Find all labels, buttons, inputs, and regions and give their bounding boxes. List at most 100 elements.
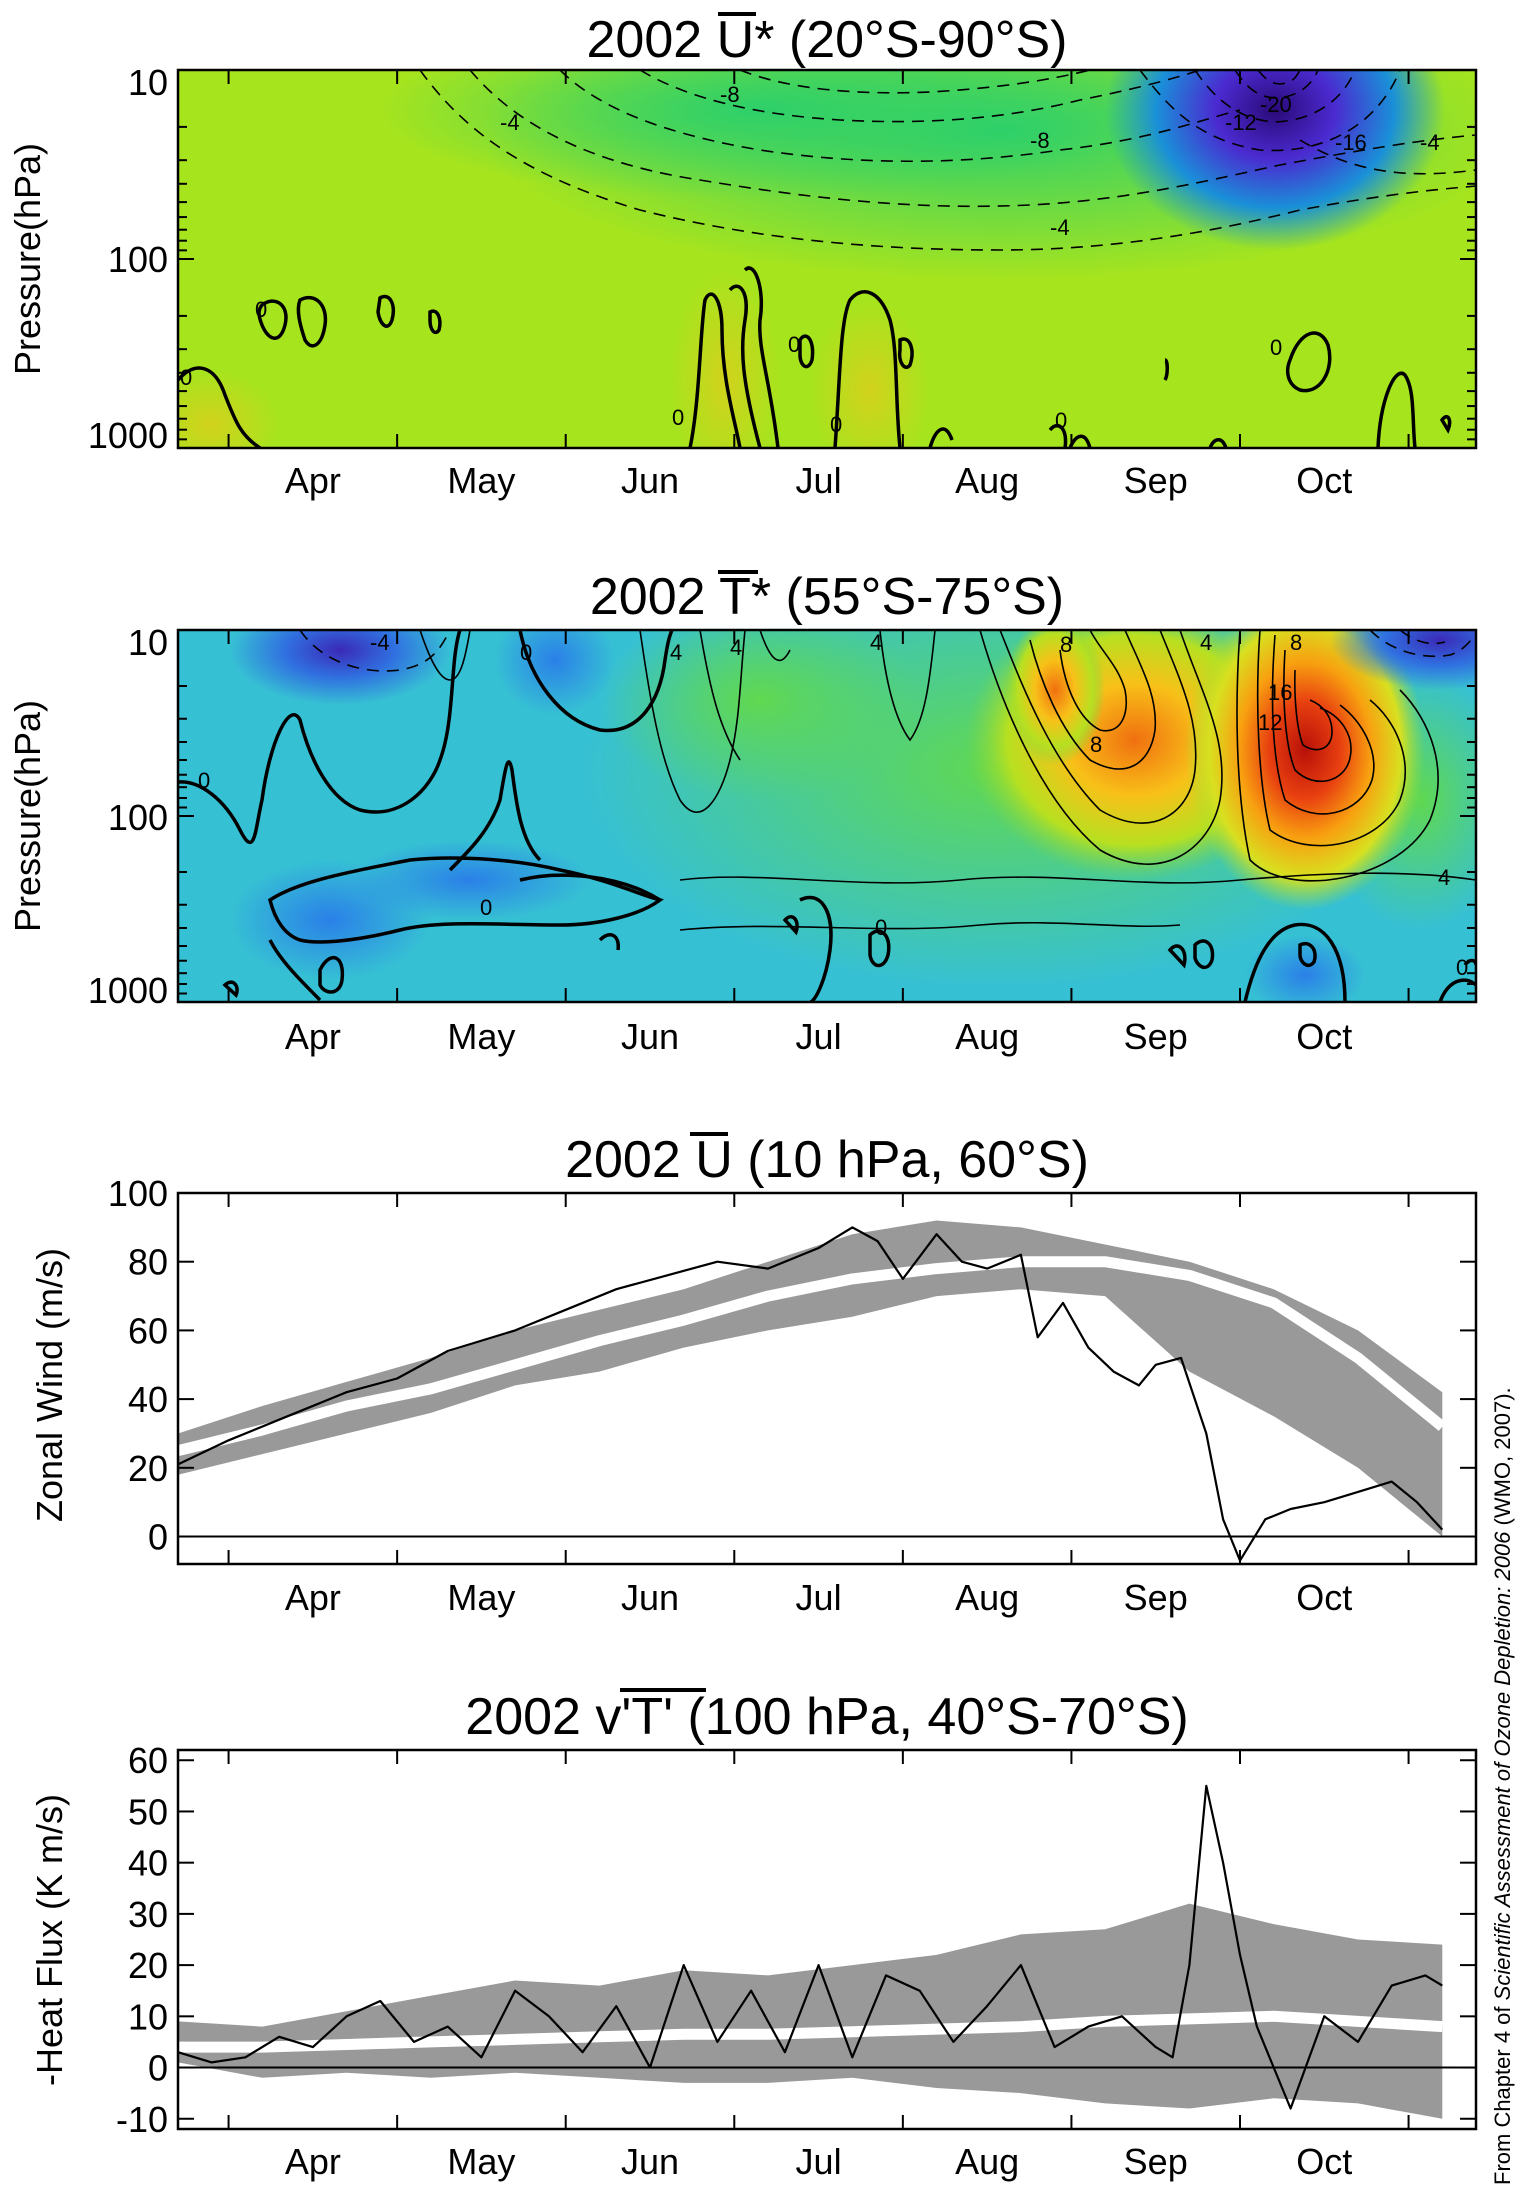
y-tick-label: 1000 [88,970,168,1011]
x-tick-label: May [447,1016,515,1057]
panel-a-title: 2002 U* (20°S-90°S) [587,11,1068,69]
y-tick-label: 10 [128,622,168,663]
contour-label: 0 [788,332,800,357]
panel-a-contour-labels: -4 -8 -4 -8 -4 -12 -20 -16 0 0 0 0 0 0 0 [180,82,1440,437]
x-tick-label: Apr [285,1016,341,1057]
x-tick-label: May [447,460,515,501]
contour-label: 4 [1438,865,1450,890]
x-tick-label: Jul [796,1577,842,1618]
panel-a-negative-contours [419,70,1476,251]
contour-label: -4 [1420,130,1440,155]
x-tick-label: Jun [621,1577,679,1618]
climatology-line [178,1256,1446,1456]
panel-c-x-axis: Apr May Jun Jul Aug Sep Oct [227,1193,1410,1618]
x-tick-label: Jul [796,1016,842,1057]
y-tick-label: 40 [128,1379,168,1420]
y-tick-label: 0 [148,2048,168,2089]
panel-b-cold-core [350,840,590,920]
x-tick-label: Oct [1296,2141,1352,2182]
panel-c-y-axis: Zonal Wind (m/s) 0 20 40 60 80 100 [29,1173,1476,1558]
x-tick-label: Aug [955,2141,1019,2182]
contour-label: -4 [500,110,520,135]
x-tick-label: Jul [796,460,842,501]
x-tick-label: Jun [621,460,679,501]
contour-label: 4 [870,630,882,655]
y-tick-label: 0 [148,1517,168,1558]
contour-label: 12 [1258,710,1282,735]
contour-label: -16 [1335,130,1367,155]
panel-c-frame [176,1191,1478,1566]
panel-d-y-axis: -Heat Flux (K m/s) -10 0 10 20 30 40 50 60 [29,1740,1476,2140]
x-tick-label: Oct [1296,460,1352,501]
panel-b-zero-contours [178,630,1476,1002]
panel-a-high-region [810,300,930,448]
contour-label: -4 [370,630,390,655]
y-tick-label: 100 [108,797,168,838]
panel-b-x-axis: Apr May Jun Jul Aug Sep Oct [227,630,1410,1057]
x-tick-label: May [447,1577,515,1618]
series-line [178,1784,1443,2110]
climatology-line [178,2010,1443,2053]
contour-label: 8 [1090,732,1102,757]
x-tick-label: Jun [621,1016,679,1057]
panel-b-positive-contours [419,630,1476,931]
x-tick-label: Apr [285,2141,341,2182]
x-tick-label: Oct [1296,1577,1352,1618]
y-axis-label: Pressure(hPa) [7,143,48,375]
contour-label: 0 [480,895,492,920]
panel-a-green-region [380,70,1140,200]
panel-a-low-core [1105,70,1445,250]
y-tick-label: 40 [128,1843,168,1884]
y-tick-label: 100 [108,239,168,280]
panel-d-plot [178,1784,1476,2119]
panel-t-star: 2002 T* (55°S-75°S) [7,568,1478,1057]
x-tick-label: Sep [1124,1016,1188,1057]
panel-b-contour-labels: 0 0 -4 4 4 4 4 8 8 8 16 12 4 0 0 0 [198,630,1468,980]
x-tick-label: Jul [796,2141,842,2182]
x-tick-label: Sep [1124,1577,1188,1618]
y-tick-label: 10 [128,1996,168,2037]
contour-label: 0 [830,412,842,437]
y-tick-label: -10 [116,2099,168,2140]
y-axis-label: -Heat Flux (K m/s) [29,1794,70,2086]
x-tick-label: Oct [1296,1016,1352,1057]
y-tick-label: 100 [108,1173,168,1214]
y-tick-label: 20 [128,1448,168,1489]
series-line [178,1226,1444,1562]
panel-a-zero-contours [178,266,1452,448]
x-tick-label: Aug [955,1016,1019,1057]
contour-label: 0 [180,365,192,390]
y-tick-label: 80 [128,1242,168,1283]
contour-label: 8 [1290,630,1302,655]
contour-label: 0 [1055,408,1067,433]
contour-label: 4 [670,640,682,665]
x-tick-label: May [447,2141,515,2182]
contour-label: -8 [720,82,740,107]
contour-label: -8 [1030,128,1050,153]
x-tick-label: Apr [285,1577,341,1618]
contour-label: 8 [1060,632,1072,657]
contour-label: -12 [1225,110,1257,135]
y-tick-label: 60 [128,1740,168,1781]
x-tick-label: Sep [1124,460,1188,501]
y-tick-label: 10 [128,62,168,103]
panel-d-frame [176,1748,1478,2131]
x-tick-label: Aug [955,460,1019,501]
panel-b-negative-contours [299,630,1476,672]
y-tick-label: 50 [128,1791,168,1832]
contour-label: 0 [1456,955,1468,980]
x-tick-label: Sep [1124,2141,1188,2182]
panel-u-star: 2002 U* (20°S-90°S) [7,11,1478,501]
contour-label: 0 [672,405,684,430]
panel-b-cold-core [1330,630,1476,690]
panel-a-x-axis: Apr May Jun Jul Aug Sep Oct [227,70,1410,501]
panel-a-y-axis: 10 100 1000 Pressure(hPa) [7,62,1476,456]
panel-heat-flux: 2002 v'T' (100 hPa, 40°S-70°S) -Heat Flu… [29,1688,1478,2182]
contour-label: -20 [1260,92,1292,117]
y-axis-label: Zonal Wind (m/s) [29,1248,70,1522]
contour-label: 4 [730,635,742,660]
y-tick-label: 30 [128,1894,168,1935]
panel-d-x-axis: Apr May Jun Jul Aug Sep Oct [227,1750,1410,2182]
contour-label: 4 [1200,630,1212,655]
